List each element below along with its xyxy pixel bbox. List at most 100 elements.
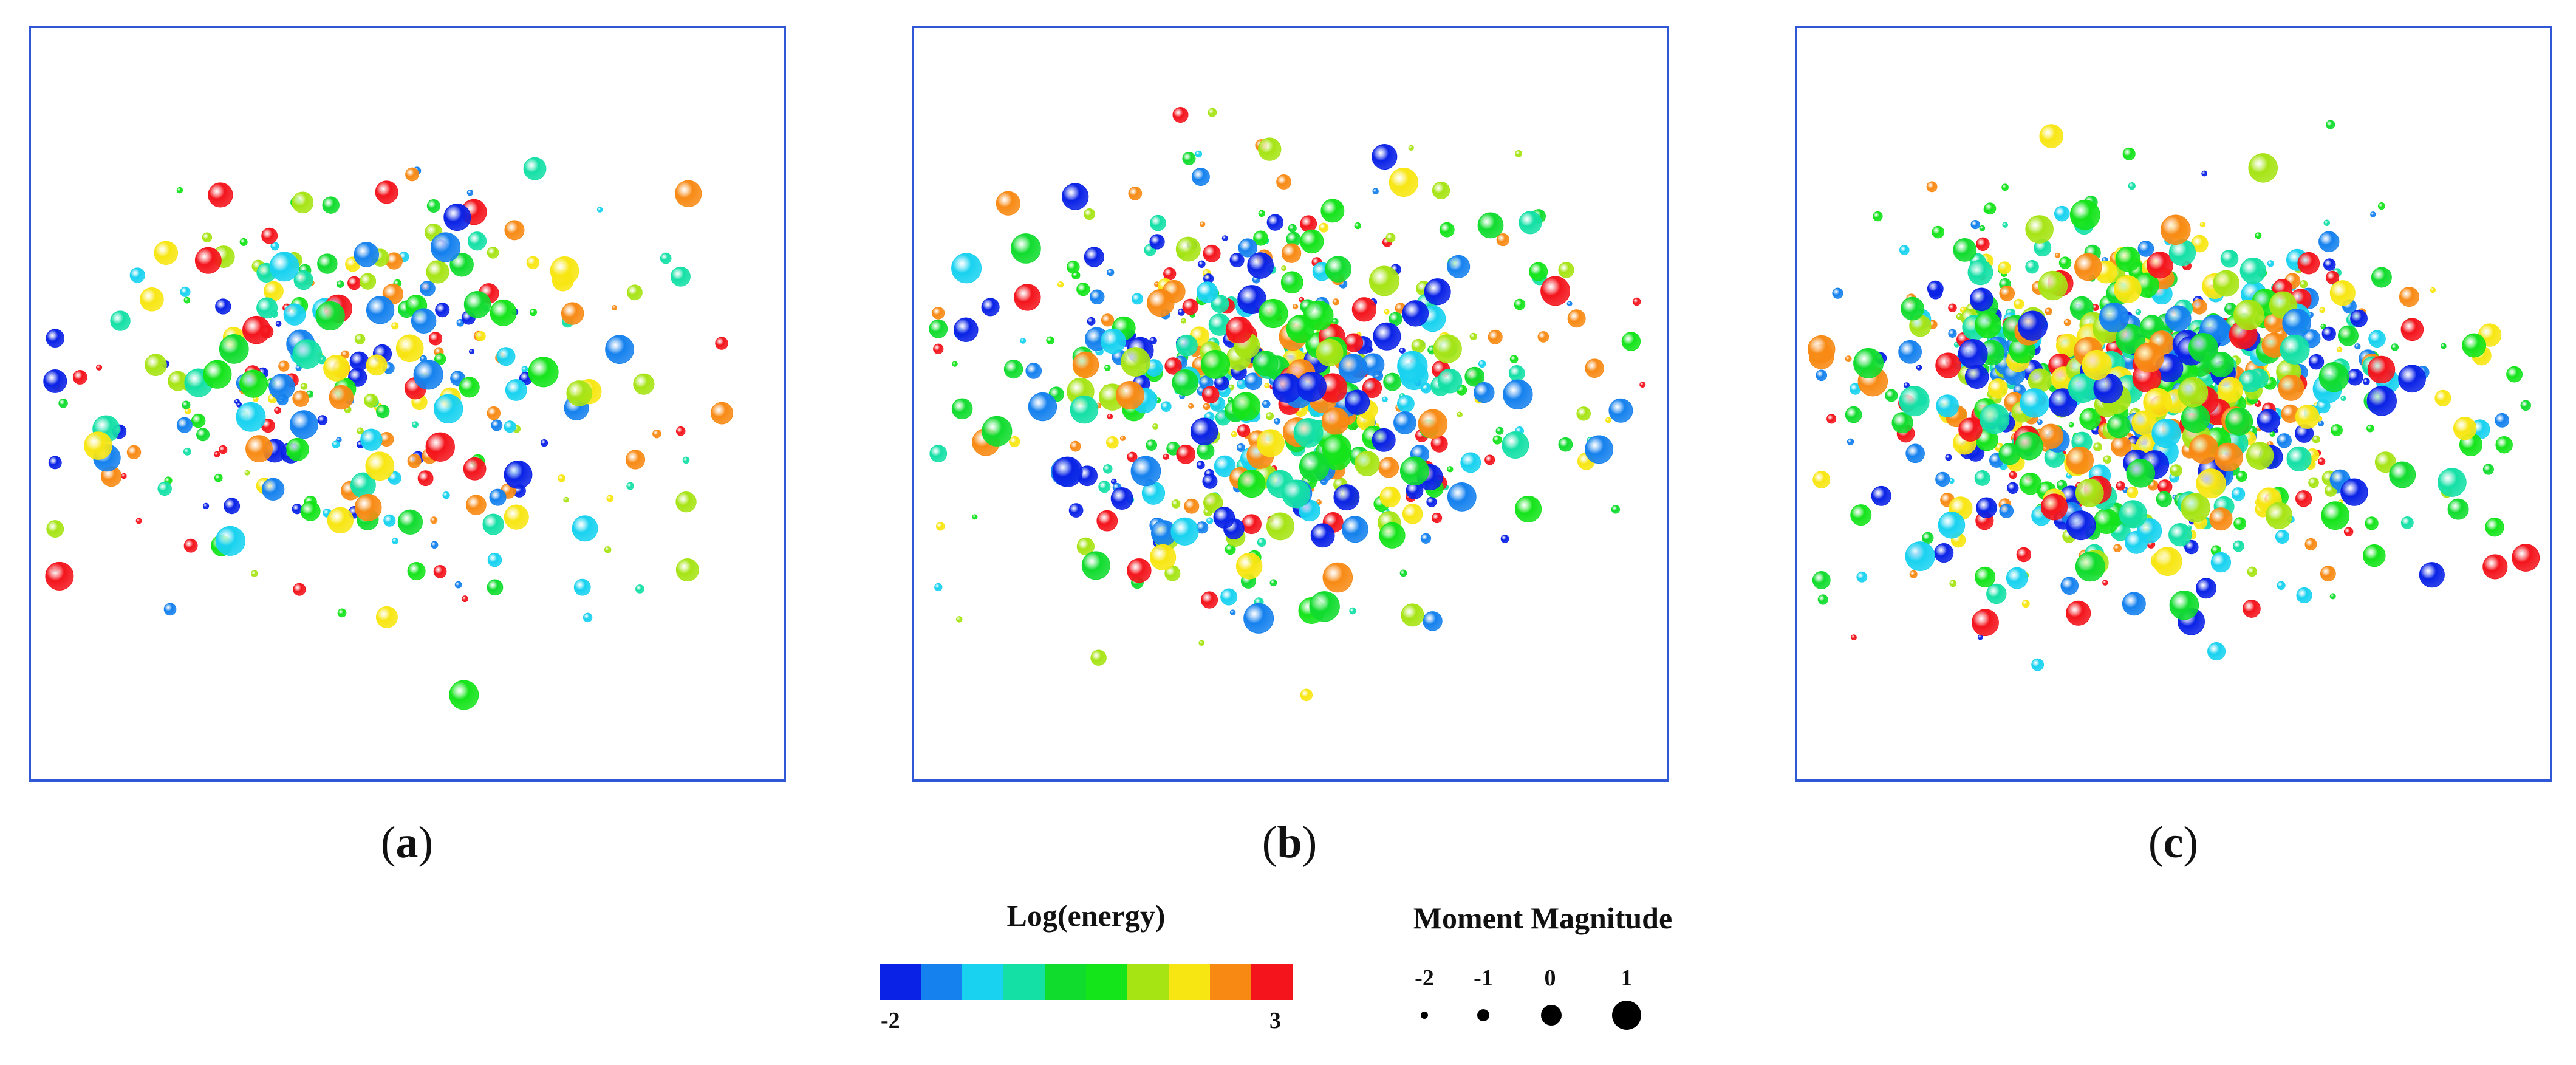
event-point [996, 191, 1020, 216]
event-point [1176, 444, 1196, 464]
event-point [2329, 280, 2356, 306]
event-point [72, 370, 87, 385]
event-point [528, 357, 559, 388]
event-point [239, 238, 248, 246]
event-point [1474, 382, 1495, 403]
event-point [1253, 230, 1269, 246]
event-point [1402, 504, 1423, 524]
event-point [413, 360, 443, 390]
event-point [2231, 487, 2246, 501]
event-point [2207, 642, 2226, 661]
event-point [336, 280, 344, 288]
event-point [2225, 408, 2253, 436]
event-point [468, 348, 475, 355]
event-point [2178, 377, 2209, 408]
event-point [2103, 455, 2112, 464]
event-point [1090, 289, 1105, 304]
event-point [425, 432, 455, 462]
event-point [1201, 386, 1220, 403]
event-point [1237, 443, 1245, 452]
event-point [285, 437, 309, 461]
event-point [224, 498, 241, 515]
event-point [635, 584, 644, 594]
event-point [2038, 270, 2068, 301]
event-point [1127, 451, 1138, 462]
event-point [2239, 257, 2266, 284]
event-point [2115, 324, 2145, 354]
event-point [1898, 340, 1922, 364]
event-point [364, 393, 378, 408]
event-point [1214, 455, 1236, 478]
event-point [487, 552, 502, 567]
event-point [1372, 428, 1396, 452]
event-point [2189, 434, 2219, 464]
event-point [2188, 333, 2218, 363]
event-point [1354, 451, 1380, 476]
event-point [1269, 579, 1277, 587]
event-point [1349, 607, 1356, 615]
event-point [1149, 337, 1157, 345]
event-point [1899, 245, 1910, 255]
event-point [2277, 581, 2286, 590]
event-point [2323, 258, 2336, 271]
event-point [1885, 389, 1898, 402]
event-point [1087, 317, 1096, 326]
event-point [1891, 412, 1913, 434]
event-point [1916, 365, 1922, 371]
event-point [1150, 214, 1166, 231]
event-point [1351, 297, 1377, 322]
event-point [2340, 478, 2368, 506]
event-point [2165, 305, 2192, 332]
event-point [2015, 431, 2043, 461]
color-bar-segment [1003, 964, 1045, 1000]
event-point [449, 680, 479, 710]
event-point [951, 398, 973, 420]
event-point [2181, 493, 2210, 522]
event-point [633, 373, 655, 395]
event-point [366, 296, 395, 324]
event-point [1847, 438, 1854, 445]
event-point [242, 315, 271, 344]
event-point [1988, 378, 2008, 399]
event-point [1190, 417, 1218, 445]
event-point [1439, 222, 1455, 238]
event-point [1208, 108, 1217, 117]
event-point [1938, 512, 1966, 539]
event-point [929, 319, 948, 338]
event-point [1605, 417, 1611, 423]
event-point [417, 470, 434, 487]
event-point [1014, 284, 1041, 311]
event-point [1948, 303, 1957, 312]
event-point [1068, 503, 1084, 518]
event-point [1128, 187, 1143, 200]
event-point [58, 399, 68, 408]
event-point [1229, 253, 1245, 268]
event-point [1503, 379, 1533, 409]
event-point [1244, 372, 1262, 391]
event-point [1281, 243, 1302, 263]
event-point [1258, 137, 1282, 161]
event-point [2199, 221, 2205, 228]
event-point [2068, 422, 2074, 428]
event-point [2019, 472, 2042, 495]
event-point [1201, 349, 1231, 379]
event-point [1958, 338, 1988, 369]
event-point [2017, 310, 2048, 341]
event-point [1488, 329, 1503, 344]
event-point [561, 302, 584, 325]
color-bar-segment [880, 964, 921, 1000]
event-point [1211, 295, 1229, 313]
event-point [185, 408, 191, 414]
event-point [1009, 436, 1020, 448]
event-point [1121, 347, 1150, 377]
event-point [376, 404, 390, 419]
event-point [182, 400, 191, 409]
event-point [236, 402, 266, 432]
event-point [1509, 355, 1519, 364]
event-point [2299, 280, 2308, 289]
event-point [2329, 593, 2336, 600]
event-point [163, 603, 177, 616]
event-point [2255, 232, 2262, 239]
event-point [1873, 211, 1883, 222]
event-point [2340, 396, 2346, 402]
